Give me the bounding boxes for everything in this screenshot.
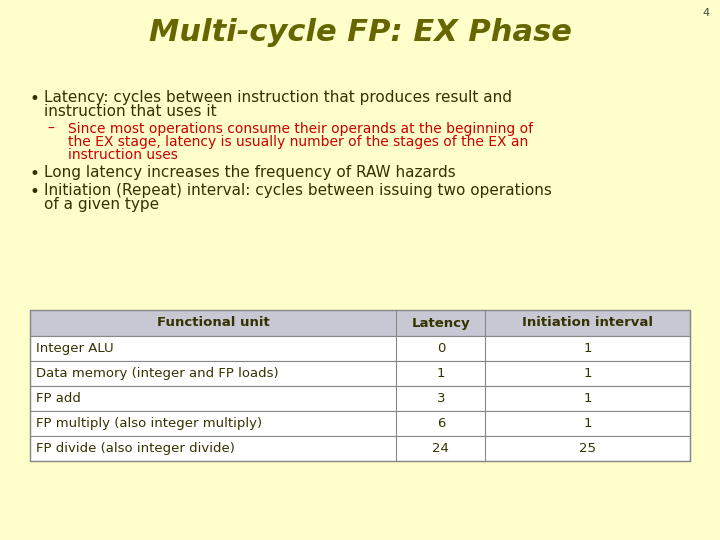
- Bar: [30, 361, 690, 386]
- Text: 4: 4: [703, 8, 710, 18]
- Text: Data memory (integer and FP loads): Data memory (integer and FP loads): [36, 367, 279, 380]
- Text: 1: 1: [583, 342, 592, 355]
- Text: 3: 3: [436, 392, 445, 405]
- Text: Since most operations consume their operands at the beginning of: Since most operations consume their oper…: [68, 122, 533, 136]
- Bar: [30, 386, 690, 411]
- Text: FP divide (also integer divide): FP divide (also integer divide): [36, 442, 235, 455]
- Text: Initiation (Repeat) interval: cycles between issuing two operations: Initiation (Repeat) interval: cycles bet…: [44, 183, 552, 198]
- Text: 1: 1: [583, 417, 592, 430]
- Text: Latency: Latency: [412, 316, 470, 329]
- Text: Functional unit: Functional unit: [157, 316, 269, 329]
- Text: FP multiply (also integer multiply): FP multiply (also integer multiply): [36, 417, 262, 430]
- Text: 0: 0: [436, 342, 445, 355]
- Text: 24: 24: [433, 442, 449, 455]
- Text: 25: 25: [579, 442, 596, 455]
- Text: •: •: [30, 183, 40, 201]
- Text: Latency: cycles between instruction that produces result and: Latency: cycles between instruction that…: [44, 90, 512, 105]
- Bar: [30, 411, 690, 436]
- Text: Long latency increases the frequency of RAW hazards: Long latency increases the frequency of …: [44, 165, 456, 180]
- Text: 1: 1: [436, 367, 445, 380]
- Text: the EX stage, latency is usually number of the stages of the EX an: the EX stage, latency is usually number …: [68, 135, 528, 149]
- Text: Integer ALU: Integer ALU: [36, 342, 114, 355]
- Text: of a given type: of a given type: [44, 197, 159, 212]
- Text: FP add: FP add: [36, 392, 81, 405]
- Text: 1: 1: [583, 392, 592, 405]
- Bar: [30, 310, 690, 461]
- Bar: [30, 336, 690, 361]
- Text: instruction uses: instruction uses: [68, 148, 178, 162]
- Text: 6: 6: [436, 417, 445, 430]
- Text: •: •: [30, 165, 40, 183]
- Text: 1: 1: [583, 367, 592, 380]
- Bar: [30, 310, 690, 336]
- Text: Multi-cycle FP: EX Phase: Multi-cycle FP: EX Phase: [148, 18, 572, 47]
- Text: instruction that uses it: instruction that uses it: [44, 104, 217, 119]
- Text: •: •: [30, 90, 40, 108]
- Text: –: –: [47, 122, 54, 136]
- Text: Initiation interval: Initiation interval: [522, 316, 653, 329]
- Bar: [30, 436, 690, 461]
